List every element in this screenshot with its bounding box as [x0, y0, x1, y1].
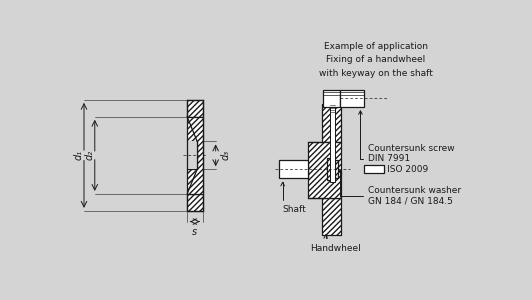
- Bar: [331, 158, 335, 180]
- Polygon shape: [187, 117, 203, 194]
- Text: Countersunk washer
GN 184 / GN 184.5: Countersunk washer GN 184 / GN 184.5: [338, 170, 461, 206]
- Polygon shape: [322, 199, 341, 235]
- Polygon shape: [322, 104, 341, 142]
- Text: s: s: [192, 227, 197, 237]
- Bar: [279, 160, 308, 178]
- Bar: [323, 90, 339, 107]
- Polygon shape: [187, 100, 203, 117]
- Text: Handwheel: Handwheel: [310, 235, 361, 253]
- Bar: [187, 142, 197, 169]
- Polygon shape: [187, 194, 203, 211]
- Text: d₃: d₃: [220, 150, 230, 161]
- Polygon shape: [335, 160, 338, 178]
- Bar: [364, 165, 384, 173]
- Polygon shape: [308, 142, 341, 199]
- Text: d₁: d₁: [73, 150, 84, 161]
- Text: Countersunk screw
DIN 7991
DIN ISO 2009: Countersunk screw DIN 7991 DIN ISO 2009: [359, 111, 455, 174]
- Polygon shape: [327, 158, 331, 180]
- Text: d₂: d₂: [85, 150, 94, 161]
- Text: Example of application
Fixing of a handwheel
with keyway on the shaft: Example of application Fixing of a handw…: [319, 42, 433, 78]
- Text: Shaft: Shaft: [281, 182, 306, 214]
- Bar: [340, 90, 364, 107]
- Bar: [330, 90, 335, 182]
